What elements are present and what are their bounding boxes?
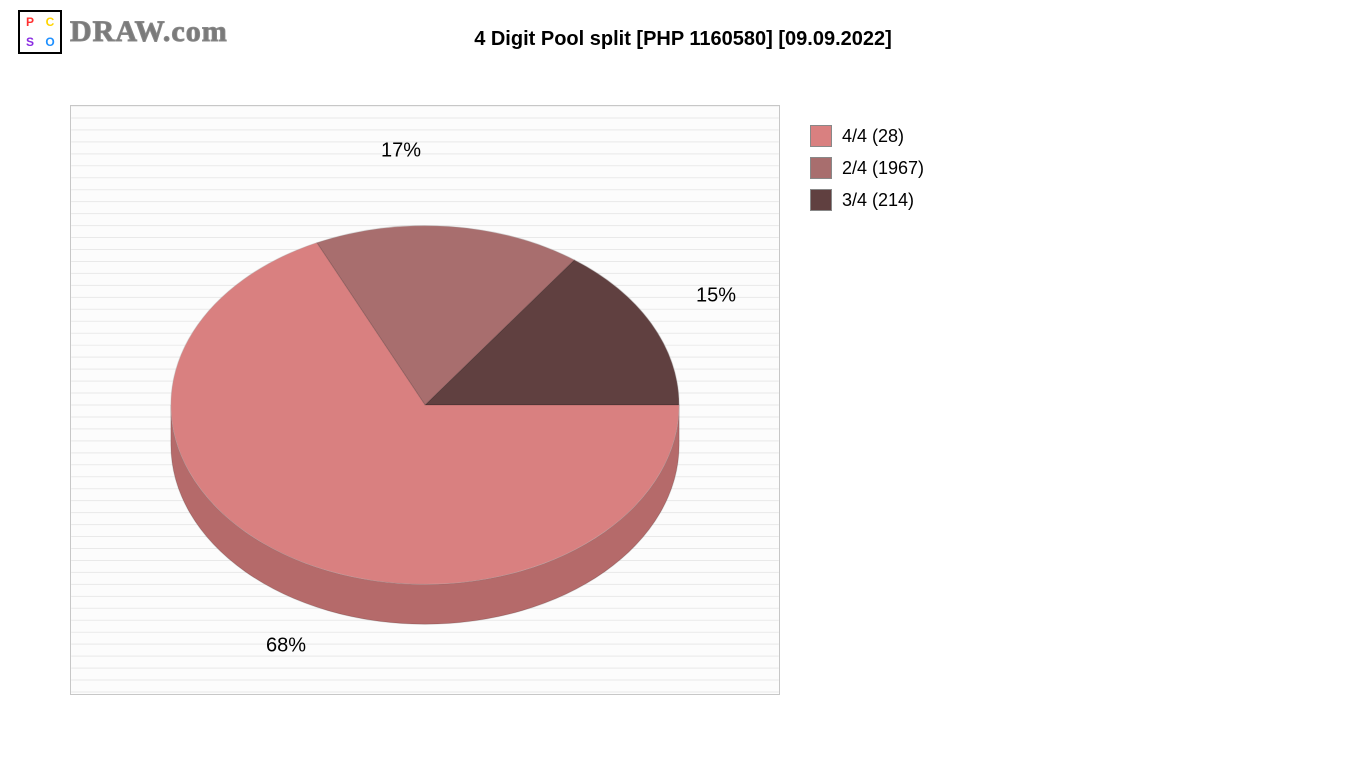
legend-swatch (810, 189, 832, 211)
legend-swatch (810, 125, 832, 147)
legend-label: 2/4 (1967) (842, 158, 924, 179)
pie-chart (71, 106, 779, 694)
chart-frame: 15% 17% 68% (70, 105, 780, 695)
chart-title: 4 Digit Pool split [PHP 1160580] [09.09.… (0, 28, 1366, 51)
legend-item: 4/4 (28) (810, 125, 924, 147)
legend-label: 4/4 (28) (842, 126, 904, 147)
legend-swatch (810, 157, 832, 179)
legend: 4/4 (28) 2/4 (1967) 3/4 (214) (810, 125, 924, 221)
legend-item: 3/4 (214) (810, 189, 924, 211)
legend-item: 2/4 (1967) (810, 157, 924, 179)
slice-percent-label: 17% (381, 140, 421, 163)
legend-label: 3/4 (214) (842, 190, 914, 211)
slice-percent-label: 68% (266, 635, 306, 658)
slice-percent-label: 15% (696, 285, 736, 308)
page-root: { "branding": { "logo_letters": ["P","C"… (0, 0, 1366, 768)
